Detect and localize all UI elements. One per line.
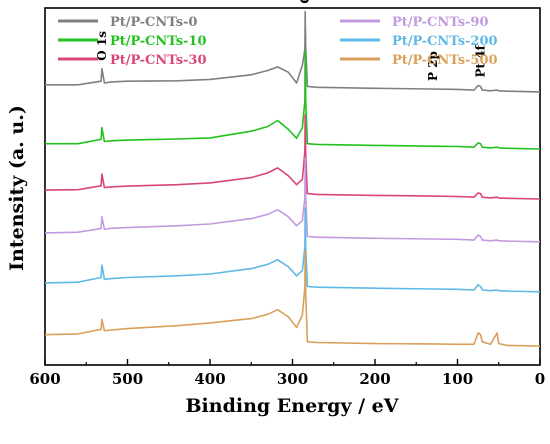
- peak-label: Pt 4f: [474, 44, 488, 77]
- series-line-pt-p-cnts-90: [44, 157, 541, 243]
- y-axis-title: Intensity (a. u.): [6, 105, 28, 271]
- series-line-pt-p-cnts-500: [44, 250, 541, 347]
- x-axis-ticks: 600 500 400 300 200 100 0: [29, 359, 545, 388]
- series-line-pt-p-cnts-30: [44, 114, 541, 200]
- x-tick-label: 400: [194, 370, 225, 388]
- x-tick-label: 200: [359, 370, 390, 388]
- legend-label: Pt/P-CNTs-90: [392, 15, 489, 30]
- peak-label: P 2p: [426, 51, 440, 81]
- peak-label: O 1s: [95, 31, 109, 61]
- legend-label: Pt/P-CNTs-200: [392, 34, 498, 49]
- series-line-pt-p-cnts-10: [45, 50, 541, 150]
- x-tick-label: 300: [277, 370, 308, 388]
- legend-label: Pt/P-CNTs-30: [110, 53, 207, 68]
- series-line-pt-p-cnts-0: [45, 10, 541, 93]
- x-axis-title: Binding Energy / eV: [185, 395, 399, 417]
- legend: Pt/P-CNTs-0 Pt/P-CNTs-10 Pt/P-CNTs-30 Pt/P-…: [58, 15, 498, 68]
- series-line-pt-p-cnts-200: [44, 207, 541, 293]
- peak-label: C 1s: [298, 0, 312, 4]
- x-tick-label: 600: [29, 370, 60, 388]
- legend-label: Pt/P-CNTs-10: [110, 34, 207, 49]
- x-tick-label: 0: [535, 370, 545, 388]
- x-tick-label: 100: [442, 370, 473, 388]
- x-tick-label: 500: [112, 370, 143, 388]
- legend-label: Pt/P-CNTs-500: [392, 53, 498, 68]
- series-layer: [44, 10, 541, 347]
- peak-annotations: O 1s C 1s P 2p Pt 4f: [95, 0, 488, 81]
- legend-label: Pt/P-CNTs-0: [110, 15, 197, 30]
